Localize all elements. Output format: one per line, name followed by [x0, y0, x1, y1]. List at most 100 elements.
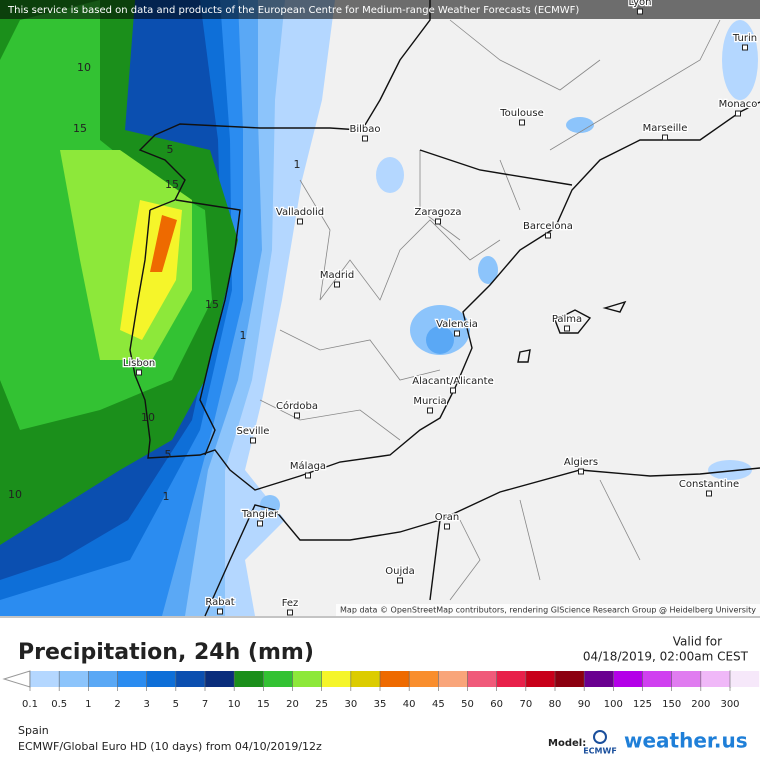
contour-label: 5 [167, 143, 174, 156]
city-label: Lisbon [123, 358, 155, 369]
city-label: Alacant/Alicante [412, 376, 493, 387]
legend-tick-label: 80 [549, 699, 562, 710]
legend-tick-label: 60 [490, 699, 503, 710]
legend-swatch [146, 671, 176, 687]
legend-tick-label: 15 [257, 699, 270, 710]
legend-tick-label: 35 [374, 699, 387, 710]
city-label: Fez [282, 598, 299, 609]
city-label: Constantine [679, 479, 739, 490]
city-label: Monaco [719, 99, 758, 110]
legend-swatch [496, 671, 526, 687]
contour-label: 15 [205, 298, 219, 311]
legend-swatch [380, 671, 410, 687]
legend-tick-label: 40 [403, 699, 416, 710]
legend-swatch [321, 671, 351, 687]
legend-tick-label: 7 [202, 699, 208, 710]
legend-tick-label: 20 [286, 699, 299, 710]
legend-swatch [30, 671, 60, 687]
legend-swatch [205, 671, 235, 687]
city-marker [287, 609, 293, 616]
city-marker [427, 407, 433, 414]
legend-arrow-low [2, 670, 31, 688]
contour-label: 15 [73, 122, 87, 135]
city-marker [250, 437, 256, 444]
city-marker [637, 8, 643, 15]
city-marker [519, 119, 525, 126]
contour-label: 10 [8, 488, 22, 501]
legend-swatch [467, 671, 497, 687]
city-marker [435, 218, 441, 225]
title: Precipitation, 24h (mm) [18, 640, 314, 665]
legend-tick-label: 0.1 [22, 699, 38, 710]
legend-swatch [613, 671, 643, 687]
legend-swatch [292, 671, 322, 687]
brand: weather.us [624, 729, 748, 753]
city-label: Málaga [290, 460, 326, 472]
city-marker [334, 281, 340, 288]
contour-label: 5 [165, 448, 172, 461]
legend-swatch [234, 671, 264, 687]
legend-swatch [438, 671, 468, 687]
legend-tick-label: 1 [85, 699, 91, 710]
city-label: Oran [435, 512, 459, 523]
legend-swatch [88, 671, 118, 687]
contour-label: 15 [165, 178, 179, 191]
city-label: Seville [237, 426, 270, 437]
legend-swatch [175, 671, 205, 687]
city-label: Tangier [241, 509, 279, 520]
model-label: Model: [548, 738, 586, 749]
city-label: Lyon [628, 0, 651, 8]
city-marker [545, 232, 551, 239]
city-label: Valladolid [276, 207, 324, 218]
legend-tick-label: 90 [578, 699, 591, 710]
city-marker [297, 218, 303, 225]
city-marker [454, 330, 460, 337]
legend-tick-label: 10 [228, 699, 241, 710]
legend-tick-label: 45 [432, 699, 445, 710]
contour-label: 10 [77, 61, 91, 74]
city-label: Rabat [205, 597, 234, 608]
legend-swatch [350, 671, 380, 687]
contour-label: 1 [240, 329, 247, 342]
region: Spain [18, 724, 49, 737]
city-label: Murcia [413, 396, 446, 407]
city-label: Zaragoza [414, 207, 461, 218]
city-marker [397, 577, 403, 584]
model-run: ECMWF/Global Euro HD (10 days) from 04/1… [18, 740, 322, 753]
city-marker [136, 369, 142, 376]
legend-swatch [671, 671, 701, 687]
attribution: Map data © OpenStreetMap contributors, r… [340, 606, 756, 615]
legend-tick-label: 0.5 [51, 699, 67, 710]
coastlines [129, 0, 760, 617]
legend-swatch [730, 671, 760, 687]
legend-tick-label: 2 [114, 699, 120, 710]
city-marker [450, 387, 456, 394]
city-marker [294, 412, 300, 419]
notice: This service is based on data and produc… [7, 5, 579, 16]
legend-swatch [700, 671, 730, 687]
city-label: Algiers [564, 457, 598, 468]
precipitation-field [0, 0, 758, 616]
city-label: Palma [552, 314, 582, 325]
city-label: Bilbao [349, 124, 380, 135]
legend-tick-label: 3 [143, 699, 149, 710]
valid-time: 04/18/2019, 02:00am CEST [583, 650, 749, 664]
legend-tick-label: 200 [691, 699, 710, 710]
legend-tick-label: 125 [633, 699, 652, 710]
contour-label: 1 [294, 158, 301, 171]
legend-swatch [117, 671, 147, 687]
city-marker [305, 472, 311, 479]
legend-tick-label: 50 [461, 699, 474, 710]
city-label: Córdoba [276, 400, 318, 412]
city-label: Toulouse [499, 108, 543, 119]
legend-tick-label: 100 [604, 699, 623, 710]
city-marker [742, 44, 748, 51]
legend-swatch [642, 671, 672, 687]
city-marker [564, 325, 570, 332]
legend-swatch [409, 671, 439, 687]
legend: 0.1 0.5 1 2 3 5 7 10 15 20 25 30 35 40 45 50 60 70 80 90 100… [22, 671, 760, 710]
legend-tick-label: 25 [315, 699, 328, 710]
legend-swatch [525, 671, 555, 687]
borders [175, 19, 721, 601]
